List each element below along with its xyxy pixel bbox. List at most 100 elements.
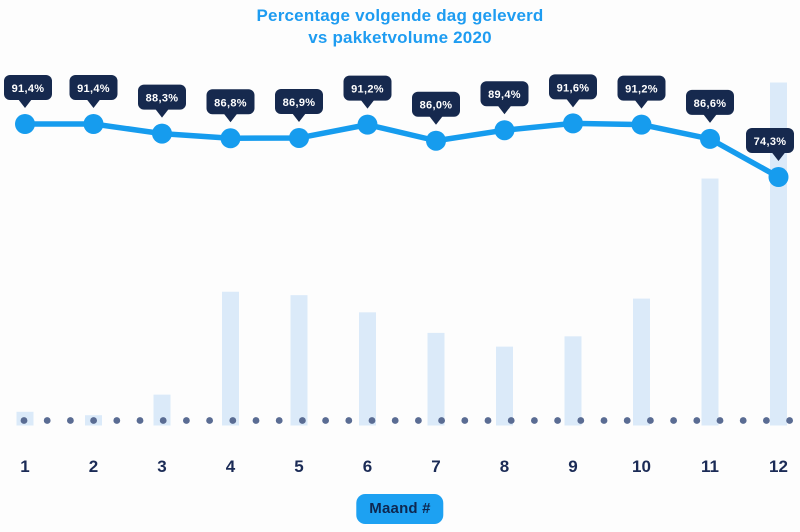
line-point-marker [220,128,241,149]
line-point-marker [563,113,583,134]
baseline-dot [299,417,306,424]
x-axis-label: 7 [431,457,440,476]
baseline-dot [368,417,376,424]
x-axis-title-badge: Maand # [356,494,444,524]
tooltip-value-label: 74,3% [754,136,787,148]
tooltip-bubble [746,128,794,154]
tooltip-pointer [429,115,443,125]
volume-bar [222,291,239,426]
baseline-dot [693,417,701,424]
baseline-dot [322,417,329,424]
line-points-group [15,113,789,188]
tooltip-value-label: 91,2% [351,84,384,96]
baseline-dot [554,417,561,424]
tooltip-value-label: 86,8% [214,97,247,109]
tooltip-pointer [497,105,512,115]
baseline-dot [252,417,260,424]
baseline-dot [183,417,190,424]
x-axis-label: 2 [89,457,98,476]
line-point-marker [357,114,378,135]
baseline-dot [600,417,608,424]
value-tooltip: 86,6% [686,89,734,123]
line-point-marker [494,120,515,141]
baseline-dot [507,417,515,424]
x-axis-label: 9 [568,457,577,476]
chart-title-line2: vs pakketvolume 2020 [308,28,492,47]
tooltip-bubble [343,75,392,101]
baseline-dot [136,417,144,424]
volume-bar [427,332,445,426]
tooltip-value-label: 89,4% [488,89,521,101]
tooltip-bubble [206,89,255,115]
baseline-dot [67,417,74,424]
baseline-dot [415,417,422,424]
baseline-dot [43,417,51,424]
baseline-dot [461,417,469,424]
value-tooltip: 74,3% [746,128,794,162]
tooltip-bubble [549,74,597,100]
baseline-dot [345,417,353,424]
baseline-dot [159,417,167,424]
line-point-marker [426,130,446,151]
tooltip-pointer [360,99,375,109]
baseline-dot [716,417,724,424]
value-tooltip: 86,8% [206,89,255,123]
x-axis-label: 6 [363,457,372,476]
line-point-marker [15,114,35,134]
tooltip-pointer [155,108,169,118]
baseline-dot [647,417,654,424]
tooltip-pointer [771,152,786,162]
tooltip-value-label: 86,9% [283,97,316,109]
tooltip-pointer [566,98,580,108]
tooltip-value-label: 88,3% [146,93,179,105]
x-axis-label: 1 [20,457,29,476]
baseline-dot [90,417,97,424]
value-tooltip: 91,4% [4,75,52,108]
value-tooltip: 91,6% [549,74,597,108]
tooltip-bubble [480,81,529,107]
value-tooltip: 91,4% [69,75,118,108]
value-tooltip: 91,2% [343,75,392,109]
delivery-percentage-line [22,120,782,180]
x-axis-label: 12 [769,457,788,476]
baseline-dot [20,417,28,424]
baseline-dot [739,417,747,424]
value-tooltip: 86,9% [275,88,323,122]
volume-bar [564,336,582,426]
volume-bar [359,312,376,426]
value-tooltip: 86,0% [412,91,460,125]
x-axis-label: 11 [701,457,719,476]
baseline-dot [206,417,214,424]
chart-title-line1: Percentage volgende dag geleverd [256,6,544,25]
tooltip-bubble [412,91,460,117]
value-tooltip: 88,3% [138,84,186,118]
tooltip-value-label: 91,4% [12,83,45,95]
tooltip-pointer [86,99,101,108]
baseline-dot [275,417,283,424]
baseline-dot [113,417,121,424]
baseline-dot [670,417,677,424]
baseline-dot [531,417,538,424]
line-point-marker [152,123,172,144]
value-tooltips-group: 91,4% 91,4% 88,3% 86,8% 86,9% 91,2% 86,0% 89,4%… [4,74,794,162]
tooltip-bubble [686,89,734,115]
volume-bar [290,295,308,426]
line-point-marker [631,114,652,135]
tooltip-value-label: 91,6% [557,82,590,94]
baseline-dot [391,417,399,424]
baseline-dot [577,417,585,424]
line-point-marker [700,128,720,149]
tooltip-bubble [69,75,118,100]
dotted-baseline [20,417,793,424]
tooltip-bubble [617,75,666,101]
baseline-dot [786,417,793,424]
x-axis-label: 4 [226,457,236,476]
baseline-dot [623,417,631,424]
x-axis-label: 10 [632,457,651,476]
x-axis-label: 8 [500,457,509,476]
value-tooltip: 89,4% [480,81,529,115]
tooltip-bubble [138,84,186,110]
tooltip-pointer [18,99,32,108]
tooltip-pointer [634,99,649,109]
